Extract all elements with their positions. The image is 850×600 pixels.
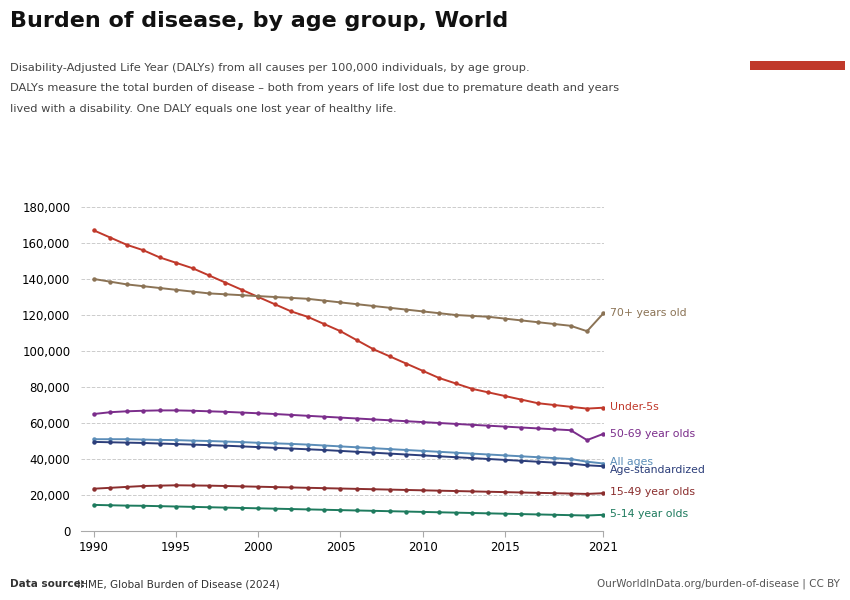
Text: 70+ years old: 70+ years old: [610, 308, 687, 318]
Text: Burden of disease, by age group, World: Burden of disease, by age group, World: [10, 11, 508, 31]
Text: 15-49 year olds: 15-49 year olds: [610, 487, 695, 497]
Text: DALYs measure the total burden of disease – both from years of life lost due to : DALYs measure the total burden of diseas…: [10, 83, 620, 94]
Text: Our World: Our World: [767, 17, 829, 28]
Text: All ages: All ages: [610, 457, 653, 467]
Text: 5-14 year olds: 5-14 year olds: [610, 509, 688, 520]
Text: lived with a disability. One DALY equals one lost year of healthy life.: lived with a disability. One DALY equals…: [10, 104, 397, 114]
Bar: [750, 61, 845, 70]
Text: 50-69 year olds: 50-69 year olds: [610, 429, 695, 439]
Text: OurWorldInData.org/burden-of-disease | CC BY: OurWorldInData.org/burden-of-disease | C…: [597, 578, 840, 589]
Text: in Data: in Data: [775, 40, 819, 50]
Text: IHME, Global Burden of Disease (2024): IHME, Global Burden of Disease (2024): [74, 579, 280, 589]
Text: Under-5s: Under-5s: [610, 402, 659, 412]
Text: Data source:: Data source:: [10, 579, 85, 589]
Text: Disability-Adjusted Life Year (DALYs) from all causes per 100,000 individuals, b: Disability-Adjusted Life Year (DALYs) fr…: [10, 63, 530, 73]
Text: Age-standardized: Age-standardized: [610, 465, 706, 475]
